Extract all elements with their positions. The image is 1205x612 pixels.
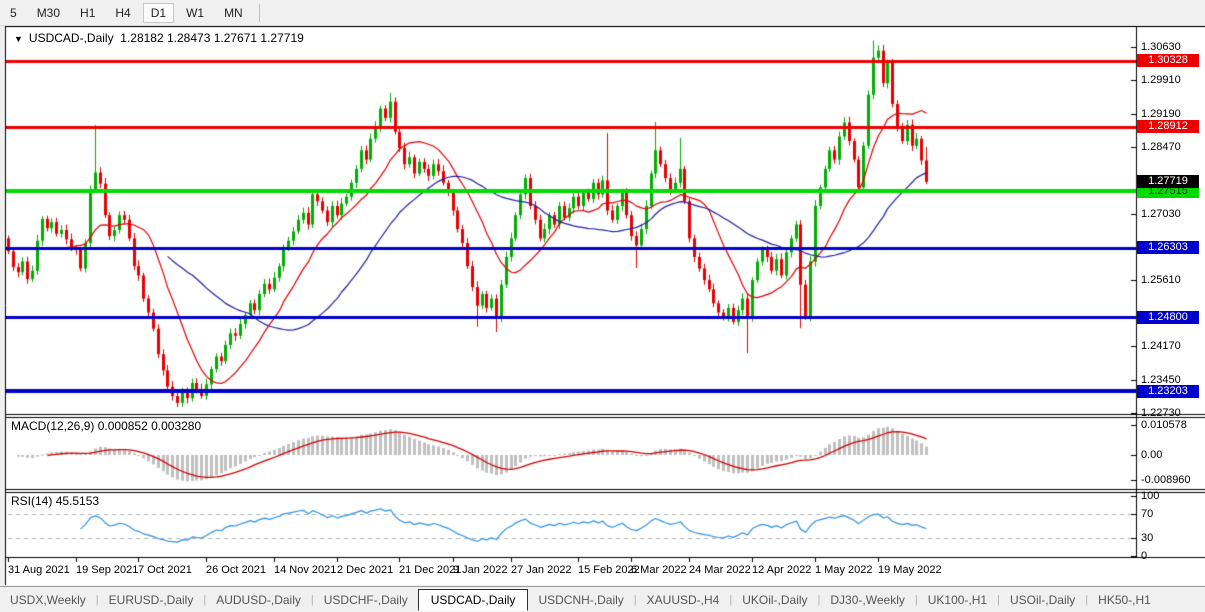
tab-divider: | <box>997 594 1000 606</box>
tab-dj30-weekly[interactable]: DJ30-,Weekly <box>830 593 905 607</box>
rsi-axis-tick: 70 <box>1141 508 1154 520</box>
date-axis-label: 12 Apr 2022 <box>752 564 812 576</box>
tab-divider: | <box>203 594 207 606</box>
price-axis-tick: 1.22730 <box>1141 407 1181 420</box>
timeframe-toolbar: 5 M30 H1 H4 D1 W1 MN <box>0 0 1205 26</box>
macd-axis-tick: 0.00 <box>1141 449 1163 461</box>
toolbar-separator <box>258 3 260 22</box>
chart-symbol-label: USDCAD-,Daily <box>28 31 114 45</box>
price-axis-tick: 1.29190 <box>1141 107 1181 120</box>
tab-divider: | <box>914 594 918 606</box>
tab-divider: | <box>729 594 733 606</box>
rsi-axis-tick: 0 <box>1141 550 1148 562</box>
price-axis-tick: 1.27030 <box>1141 207 1181 220</box>
price-badge: 1.23203 <box>1137 384 1199 398</box>
macd-name: MACD(12,26,9) <box>11 419 95 433</box>
date-axis-label: 15 Feb 2022 <box>578 564 640 576</box>
date-axis-label: 21 Dec 2021 <box>399 564 462 576</box>
timeframe-button-5[interactable]: 5 <box>10 5 17 20</box>
rsi-axis-tick: 30 <box>1141 532 1154 544</box>
symbol-tab-bar: USDX,Weekly | EURUSD-,Daily | AUDUSD-,Daily |… <box>0 586 1205 612</box>
date-axis-label: 24 Mar 2022 <box>689 564 751 576</box>
tab-usoil-daily[interactable]: USOil-,Daily <box>1009 593 1076 607</box>
price-badge: 1.26303 <box>1137 241 1199 254</box>
tab-uk100-h1[interactable]: UK100-,H1 <box>927 593 988 607</box>
tab-divider: | <box>817 594 821 606</box>
tab-divider: | <box>310 594 314 606</box>
macd-axis-tick: 0.010578 <box>1141 419 1187 431</box>
price-axis-tick: 1.25610 <box>1141 273 1181 286</box>
macd-values: 0.000852 0.003280 <box>97 419 202 433</box>
price-axis-tick: 1.28470 <box>1141 141 1181 154</box>
timeframe-button-h1[interactable]: H1 <box>80 5 96 20</box>
date-axis-label: 9 Jan 2022 <box>453 564 508 576</box>
date-axis-label: 19 May 2022 <box>878 564 942 576</box>
macd-indicator-label: MACD(12,26,9) 0.000852 0.003280 <box>11 419 201 433</box>
date-axis-label: 19 Sep 2021 <box>76 564 139 576</box>
tab-divider: | <box>633 594 637 606</box>
price-axis-tick: 1.29910 <box>1141 74 1181 87</box>
macd-axis-tick: -0.008960 <box>1141 474 1191 487</box>
rsi-axis-tick: 100 <box>1141 490 1160 502</box>
date-axis-label: 6 Mar 2022 <box>631 564 687 576</box>
date-axis-label: 31 Aug 2021 <box>8 564 70 576</box>
date-axis-label: 1 May 2022 <box>815 564 873 576</box>
chart-ohlc-values: 1.28182 1.28473 1.27671 1.27719 <box>120 31 304 45</box>
price-axis-tick: 1.24170 <box>1141 340 1181 353</box>
tab-eurusd-daily[interactable]: EURUSD-,Daily <box>108 593 194 607</box>
price-badge: 1.28912 <box>1137 120 1199 134</box>
tab-hk50-h1[interactable]: HK50-,H1 <box>1098 593 1151 607</box>
tab-divider: | <box>95 594 99 606</box>
price-axis-tick: 1.23450 <box>1141 373 1181 386</box>
date-axis-label: 2 Dec 2021 <box>337 564 394 576</box>
date-axis-label: 26 Oct 2021 <box>206 564 266 576</box>
timeframe-button-w1[interactable]: W1 <box>186 5 205 20</box>
tab-usdchf-daily[interactable]: USDCHF-,Daily <box>323 593 408 607</box>
chart-collapse-icon[interactable]: ▼ <box>14 34 23 44</box>
rsi-name: RSI(14) <box>11 494 53 508</box>
timeframe-button-m30[interactable]: M30 <box>36 5 61 20</box>
timeframe-button-h4[interactable]: H4 <box>115 5 131 20</box>
price-badge: 1.24800 <box>1137 310 1199 324</box>
date-axis-label: 27 Jan 2022 <box>511 564 572 576</box>
tab-xauusd-h4[interactable]: XAUUSD-,H4 <box>646 593 720 607</box>
timeframe-button-d1[interactable]: D1 <box>142 2 175 23</box>
tab-ukoil-daily[interactable]: UKOil-,Daily <box>742 593 808 607</box>
price-badge: 1.27719 <box>1137 175 1199 189</box>
price-axis-tick: 1.30630 <box>1141 41 1181 53</box>
tab-usdcad-daily[interactable]: USDCAD-,Daily <box>417 588 529 611</box>
tab-audusd-daily[interactable]: AUDUSD-,Daily <box>216 593 301 607</box>
date-axis-label: 14 Nov 2021 <box>274 564 337 576</box>
rsi-value: 45.5153 <box>55 494 100 508</box>
tab-usdcnh-daily[interactable]: USDCNH-,Daily <box>538 593 624 607</box>
tab-usdx-weekly[interactable]: USDX,Weekly <box>10 593 86 607</box>
price-badge: 1.30328 <box>1137 54 1199 68</box>
date-axis-label: 7 Oct 2021 <box>138 564 192 576</box>
tab-divider: | <box>1085 594 1089 606</box>
rsi-indicator-label: RSI(14) 45.5153 <box>11 494 99 508</box>
chart-title: ▼ USDCAD-,Daily 1.28182 1.28473 1.27671 1… <box>14 31 304 45</box>
timeframe-button-mn[interactable]: MN <box>224 5 243 20</box>
